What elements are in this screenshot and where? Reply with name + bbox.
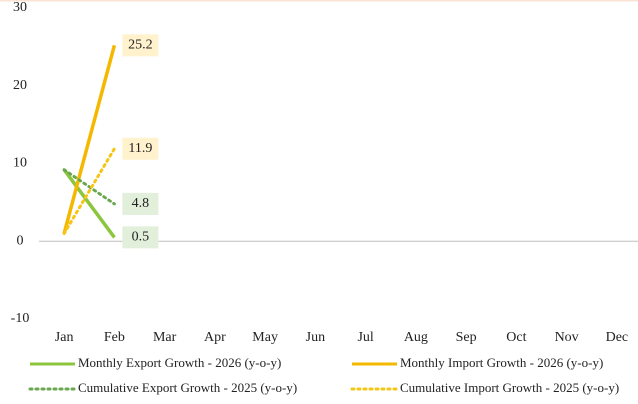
data-label: 4.8	[132, 196, 150, 211]
x-tick-label: Jun	[306, 330, 325, 345]
data-label: 0.5	[132, 230, 150, 245]
legend-label: Cumulative Import Growth - 2025 (y-o-y)	[400, 380, 619, 395]
x-tick-label: Dec	[606, 330, 629, 345]
legend-label: Monthly Export Growth - 2026 (y-o-y)	[78, 355, 281, 370]
x-tick-label: Nov	[555, 330, 579, 345]
y-tick-label: 0	[17, 233, 24, 248]
y-tick-label: 30	[13, 0, 27, 15]
x-tick-label: Jul	[357, 330, 373, 345]
x-tick-label: Apr	[204, 330, 226, 345]
series-line	[62, 44, 117, 234]
data-label: 11.9	[128, 141, 152, 156]
series-line	[62, 168, 116, 239]
x-tick-label: Sep	[456, 330, 477, 345]
legend-label: Cumulative Export Growth - 2025 (y-o-y)	[78, 380, 297, 395]
x-tick-label: Feb	[104, 330, 125, 345]
series-line	[62, 168, 116, 206]
label-bg	[122, 192, 159, 215]
x-tick-label: Aug	[404, 330, 428, 345]
legend-label: Monthly Import Growth - 2026 (y-o-y)	[400, 355, 603, 370]
y-tick-label: 20	[13, 78, 27, 93]
data-label: 25.2	[128, 38, 153, 53]
series-line	[62, 147, 116, 235]
y-tick-label: 10	[13, 156, 27, 171]
x-tick-label: Mar	[153, 330, 177, 345]
x-tick-label: May	[252, 330, 278, 345]
label-bg	[122, 226, 159, 249]
label-bg	[122, 34, 159, 57]
y-tick-label: -10	[11, 311, 30, 326]
x-tick-label: Oct	[506, 330, 526, 345]
x-tick-label: Jan	[55, 330, 74, 345]
label-bg	[122, 137, 159, 160]
